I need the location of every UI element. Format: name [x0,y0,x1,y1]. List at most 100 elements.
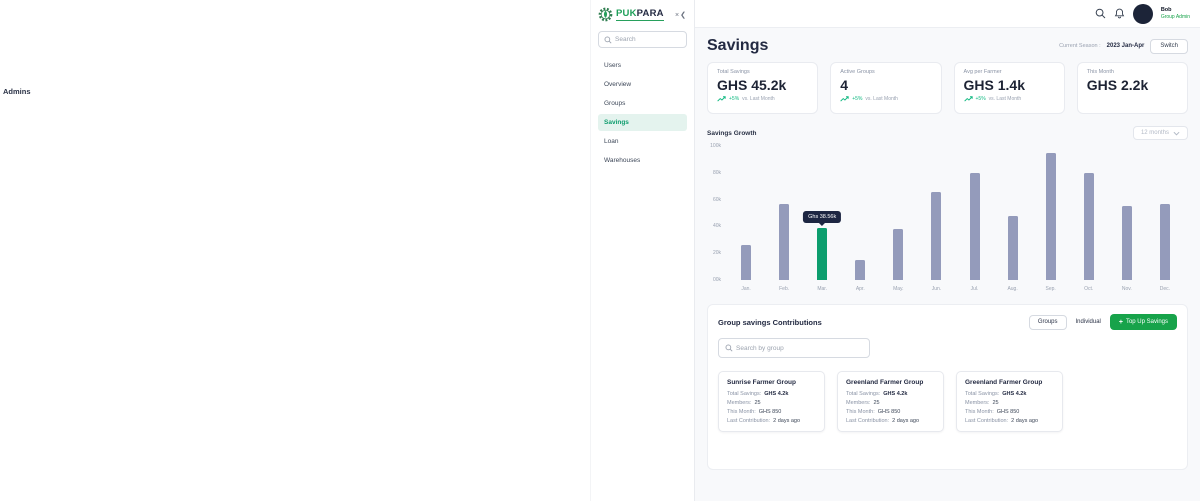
contributions-controls: Groups Individual + Top Up Savings [1028,314,1177,330]
group-card-row-total-savings: Total Savings: GHS 4.2k [965,391,1054,397]
user-avatar[interactable] [1132,3,1153,24]
sidebar-item-loan[interactable]: Loan [604,138,619,145]
notifications-bell-button[interactable] [1114,8,1125,19]
bar-jul[interactable] [969,172,980,280]
sidebar-item-groups[interactable]: Groups [604,100,626,107]
admins-label: Admins [3,87,31,96]
x-axis-label: Jul. [970,286,979,292]
group-card-row-members: Members: 25 [846,400,935,406]
sidebar-item-warehouses[interactable]: Warehouses [604,157,641,164]
y-axis-tick: 60k [712,196,721,203]
stat-footer: +5% vs. Last Month [840,96,931,102]
season-controls: Current Season : 2023 Jan-Apr Switch [1059,38,1188,54]
bar-area [1032,146,1070,280]
bar-dec[interactable] [1159,203,1170,280]
bar-area [841,146,879,280]
topbar: Bob Group Admin [695,0,1200,28]
group-card-row-total-savings: Total Savings: GHS 4.2k [846,391,935,397]
x-axis-label: Nov. [1121,286,1132,292]
x-axis-label: Aug. [1007,286,1018,292]
bar-jan[interactable] [741,245,752,280]
savings-growth-section: Savings Growth 12 months 00k 20k 40k 60k 80k… [707,126,1188,294]
group-card-row-label: Last Contribution: [965,418,1009,424]
tab-individual[interactable]: Individual [1074,316,1103,329]
group-card-row-members: Members: 25 [965,400,1054,406]
bar-mar[interactable] [817,228,828,280]
group-card-row-value: 2 days ago [892,418,920,424]
group-search [718,338,870,358]
sidebar-item-overview[interactable]: Overview [604,81,632,88]
bar-column-nov: Nov. [1108,146,1146,294]
brand-name-secondary: PARA [636,8,664,19]
bar-column-mar: Ghs 38.56k Mar. [803,146,842,294]
group-card-row-label: Last Contribution: [846,418,890,424]
contributions-header: Group savings Contributions Groups Indiv… [718,314,1177,330]
bar-chart: 00k 20k 40k 60k 80k 100k Jan. Feb. Ghs 38.56k Ma… [707,143,1188,294]
group-card-row-value: 2 days ago [773,418,801,424]
bar-column-dec: Dec. [1146,146,1184,294]
group-card-row-label: Last Contribution: [727,418,771,424]
sidebar-search-input[interactable] [615,36,681,43]
group-card-greenland-farmer-group[interactable]: Greenland Farmer Group Total Savings: GHS … [837,371,944,432]
trend-up-icon [840,96,849,102]
chart-range-label: 12 months [1140,130,1169,136]
header-search-button[interactable] [1095,8,1106,19]
tab-groups[interactable]: Groups [1028,314,1067,330]
group-card-row-value: 25 [992,400,999,406]
bar-apr[interactable] [855,259,866,280]
trend-up-icon [963,96,973,102]
group-search-input[interactable] [736,344,863,352]
group-card-row-total-savings: Total Savings: GHS 4.2k [727,391,816,397]
stat-footer: +5% vs. Last Month [963,96,1055,102]
group-card-row-value: GHS 4.2k [883,391,908,397]
group-card-row-value: 25 [754,400,761,406]
group-card-row-value: 25 [873,400,880,406]
bar-aug[interactable] [1007,215,1018,280]
group-card-row-label: This Month: [727,409,756,415]
x-axis-label: Sep. [1045,286,1056,292]
bar-nov[interactable] [1121,206,1132,280]
group-card-row-value: GHS 4.2k [1002,391,1027,397]
bar-area [1108,146,1146,280]
group-card-row-label: Total Savings: [846,391,881,397]
x-axis-label: Jan. [741,286,751,292]
bar-column-feb: Feb. [765,146,803,294]
y-axis-tick: 00k [712,277,721,283]
bar-area [1146,146,1184,280]
season-switch-button[interactable]: Switch [1150,38,1188,54]
bar-jun[interactable] [931,191,942,280]
x-axis-label: Mar. [817,286,828,292]
group-card-sunrise-farmer-group[interactable]: Sunrise Farmer Group Total Savings: GHS 4.… [718,371,825,432]
bar-feb[interactable] [779,203,790,280]
sidebar-item-savings[interactable]: Savings [598,114,687,131]
group-card-row-value: GHS 850 [758,409,782,415]
bar-sep[interactable] [1045,152,1056,280]
group-card-title: Greenland Farmer Group [965,379,1043,386]
stat-label: Total Savings [717,69,750,75]
user-name: Bob [1160,6,1172,13]
group-card-row-label: Total Savings: [965,391,1000,397]
chart-plot-area: Jan. Feb. Ghs 38.56k Mar. Apr. May. Jun. Jul. Au… [727,146,1184,294]
group-card-row-label: This Month: [965,409,994,415]
top-up-savings-button[interactable]: + Top Up Savings [1109,314,1177,330]
bar-column-aug: Aug. [994,146,1032,294]
sidebar-collapse-icon[interactable]: ×❮ [675,11,687,19]
bar-may[interactable] [893,229,904,280]
bar-column-jun: Jun. [917,146,955,294]
chart-range-select[interactable]: 12 months [1132,126,1188,140]
y-axis-tick: 80k [712,169,721,176]
group-card-greenland-farmer-group[interactable]: Greenland Farmer Group Total Savings: GHS … [956,371,1063,432]
chart-y-axis: 00k 20k 40k 60k 80k 100k [707,143,725,283]
group-card-row-this-month: This Month: GHS 850 [727,409,816,415]
gear-leaf-logo-icon [598,7,613,22]
group-card-row-value: GHS 850 [996,409,1020,415]
stat-label: Avg per Farmer [963,69,1002,75]
stat-value: GHS 2.2k [1086,77,1149,93]
stat-card-this-month: This Month GHS 2.2k [1076,62,1188,114]
stat-footer: +5% vs. Last Month [717,96,808,102]
user-role: Group Admin [1160,13,1190,20]
x-axis-label: Oct. [1084,286,1094,292]
sidebar-item-users[interactable]: Users [604,62,621,69]
bar-oct[interactable] [1083,172,1094,280]
bar-area [727,146,765,280]
